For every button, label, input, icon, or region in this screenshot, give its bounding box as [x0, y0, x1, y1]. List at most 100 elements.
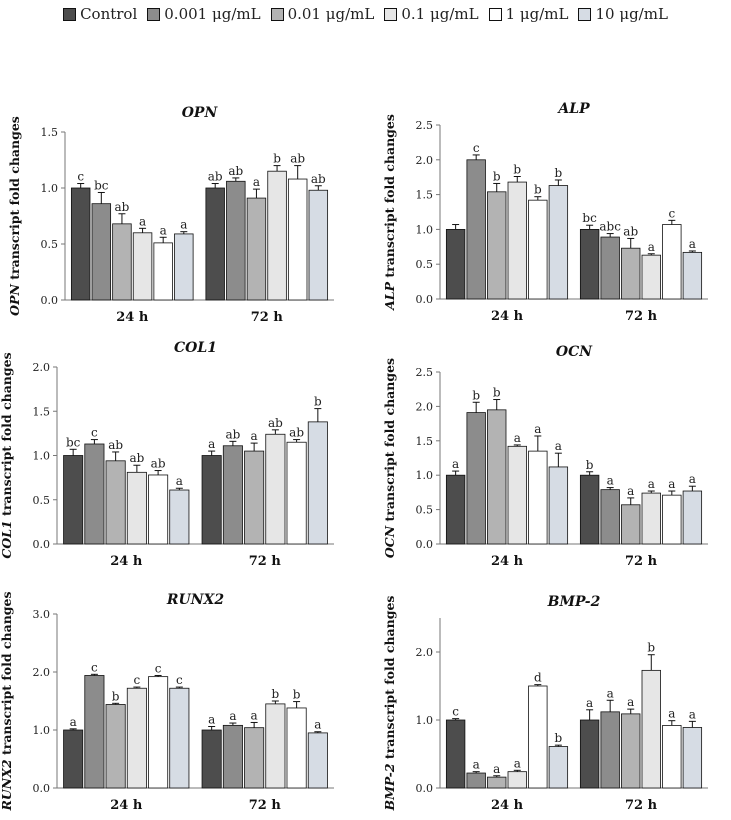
bar [621, 247, 641, 300]
bar [267, 170, 287, 301]
significance-label: a [648, 240, 655, 254]
bar [153, 242, 173, 301]
bar [621, 504, 641, 545]
x-category-label: 24 h [110, 554, 143, 569]
bar [91, 203, 112, 301]
bar [246, 197, 267, 301]
legend-swatch [63, 7, 77, 21]
legend-item: 10 μg/mL [578, 5, 668, 23]
y-tick-label: 0.5 [41, 238, 59, 251]
significance-label: a [229, 709, 236, 723]
bar [621, 713, 641, 789]
bar [548, 185, 569, 300]
bar [226, 180, 246, 301]
chart-title: BMP-2 [547, 594, 601, 610]
x-category-label: 24 h [491, 798, 524, 813]
significance-label: ab [228, 164, 243, 178]
bar [222, 724, 243, 789]
bar [222, 445, 243, 545]
legend-item: 0.01 μg/mL [270, 5, 375, 23]
y-axis-label: OCN transcript fold changes [382, 358, 397, 558]
significance-label: a [139, 214, 146, 228]
legend-swatch [270, 7, 284, 21]
bar [112, 223, 132, 301]
bar [445, 474, 466, 545]
significance-label: a [607, 474, 614, 488]
significance-label: a [176, 474, 183, 488]
significance-label: b [273, 152, 281, 166]
legend-swatch [147, 7, 161, 21]
y-tick-label: 1.0 [416, 223, 434, 236]
significance-label: c [668, 206, 675, 220]
bar [169, 489, 190, 545]
chart-title: RUNX2 [166, 592, 225, 608]
bar [63, 729, 84, 789]
significance-label: a [70, 715, 77, 729]
y-axis-label-gene: BMP-2 [382, 763, 397, 811]
significance-label: a [514, 756, 521, 770]
significance-label: a [314, 718, 321, 732]
legend: Control 0.001 μg/mL 0.01 μg/mL 0.1 μg/mL 1 μ… [0, 2, 731, 26]
bar [201, 455, 222, 545]
legend-label: 0.01 μg/mL [287, 5, 375, 23]
y-tick-label: 2.5 [416, 366, 434, 379]
bar [600, 236, 620, 300]
bar [579, 719, 600, 789]
significance-label: a [668, 477, 675, 491]
significance-label: b [534, 183, 542, 197]
bar [244, 727, 265, 789]
significance-label: b [472, 388, 480, 402]
bar [70, 187, 91, 301]
significance-label: c [134, 673, 141, 687]
y-axis-label-text: transcript fold changes [7, 116, 22, 284]
y-tick-label: 0.0 [416, 293, 434, 306]
bar [682, 251, 703, 300]
y-tick-label: 0.0 [33, 538, 51, 551]
y-axis-label-text: transcript fold changes [382, 114, 397, 282]
bar [148, 676, 169, 789]
y-tick-label: 3.0 [33, 608, 51, 621]
significance-label: ab [151, 457, 166, 471]
y-axis-label: BMP-2 transcript fold changes [382, 596, 397, 812]
significance-label: ab [623, 224, 638, 238]
bar [445, 719, 466, 789]
x-category-label: 72 h [625, 798, 658, 813]
significance-label: a [627, 695, 634, 709]
bar [641, 669, 661, 789]
legend-swatch [578, 7, 592, 21]
significance-label: b [493, 386, 501, 400]
y-axis-label-gene: ALP [382, 281, 397, 310]
significance-label: b [555, 731, 563, 745]
bar [286, 441, 307, 545]
significance-label: abc [599, 220, 621, 234]
y-tick-label: 2.5 [416, 119, 434, 132]
bar [132, 232, 153, 301]
significance-label: a [514, 431, 521, 445]
significance-label: ab [225, 427, 240, 441]
y-axis-label-gene: RUNX2 [0, 759, 14, 811]
significance-label: a [251, 429, 258, 443]
significance-label: a [689, 472, 696, 486]
significance-label: a [607, 686, 614, 700]
bar [286, 707, 307, 789]
significance-label: a [689, 237, 696, 251]
bar [265, 433, 286, 545]
bar [641, 254, 661, 300]
significance-label: a [689, 707, 696, 721]
bar [600, 711, 620, 789]
bar [84, 443, 105, 545]
significance-label: b [112, 689, 120, 703]
significance-label: a [251, 708, 258, 722]
legend-item: 0.1 μg/mL [384, 5, 479, 23]
bar [307, 732, 328, 789]
significance-label: a [627, 484, 634, 498]
legend-item: Control [63, 5, 137, 23]
significance-label: c [91, 426, 98, 440]
bar [507, 445, 527, 545]
y-tick-label: 0.0 [33, 782, 51, 795]
significance-label: a [586, 696, 593, 710]
x-category-label: 24 h [491, 554, 524, 569]
